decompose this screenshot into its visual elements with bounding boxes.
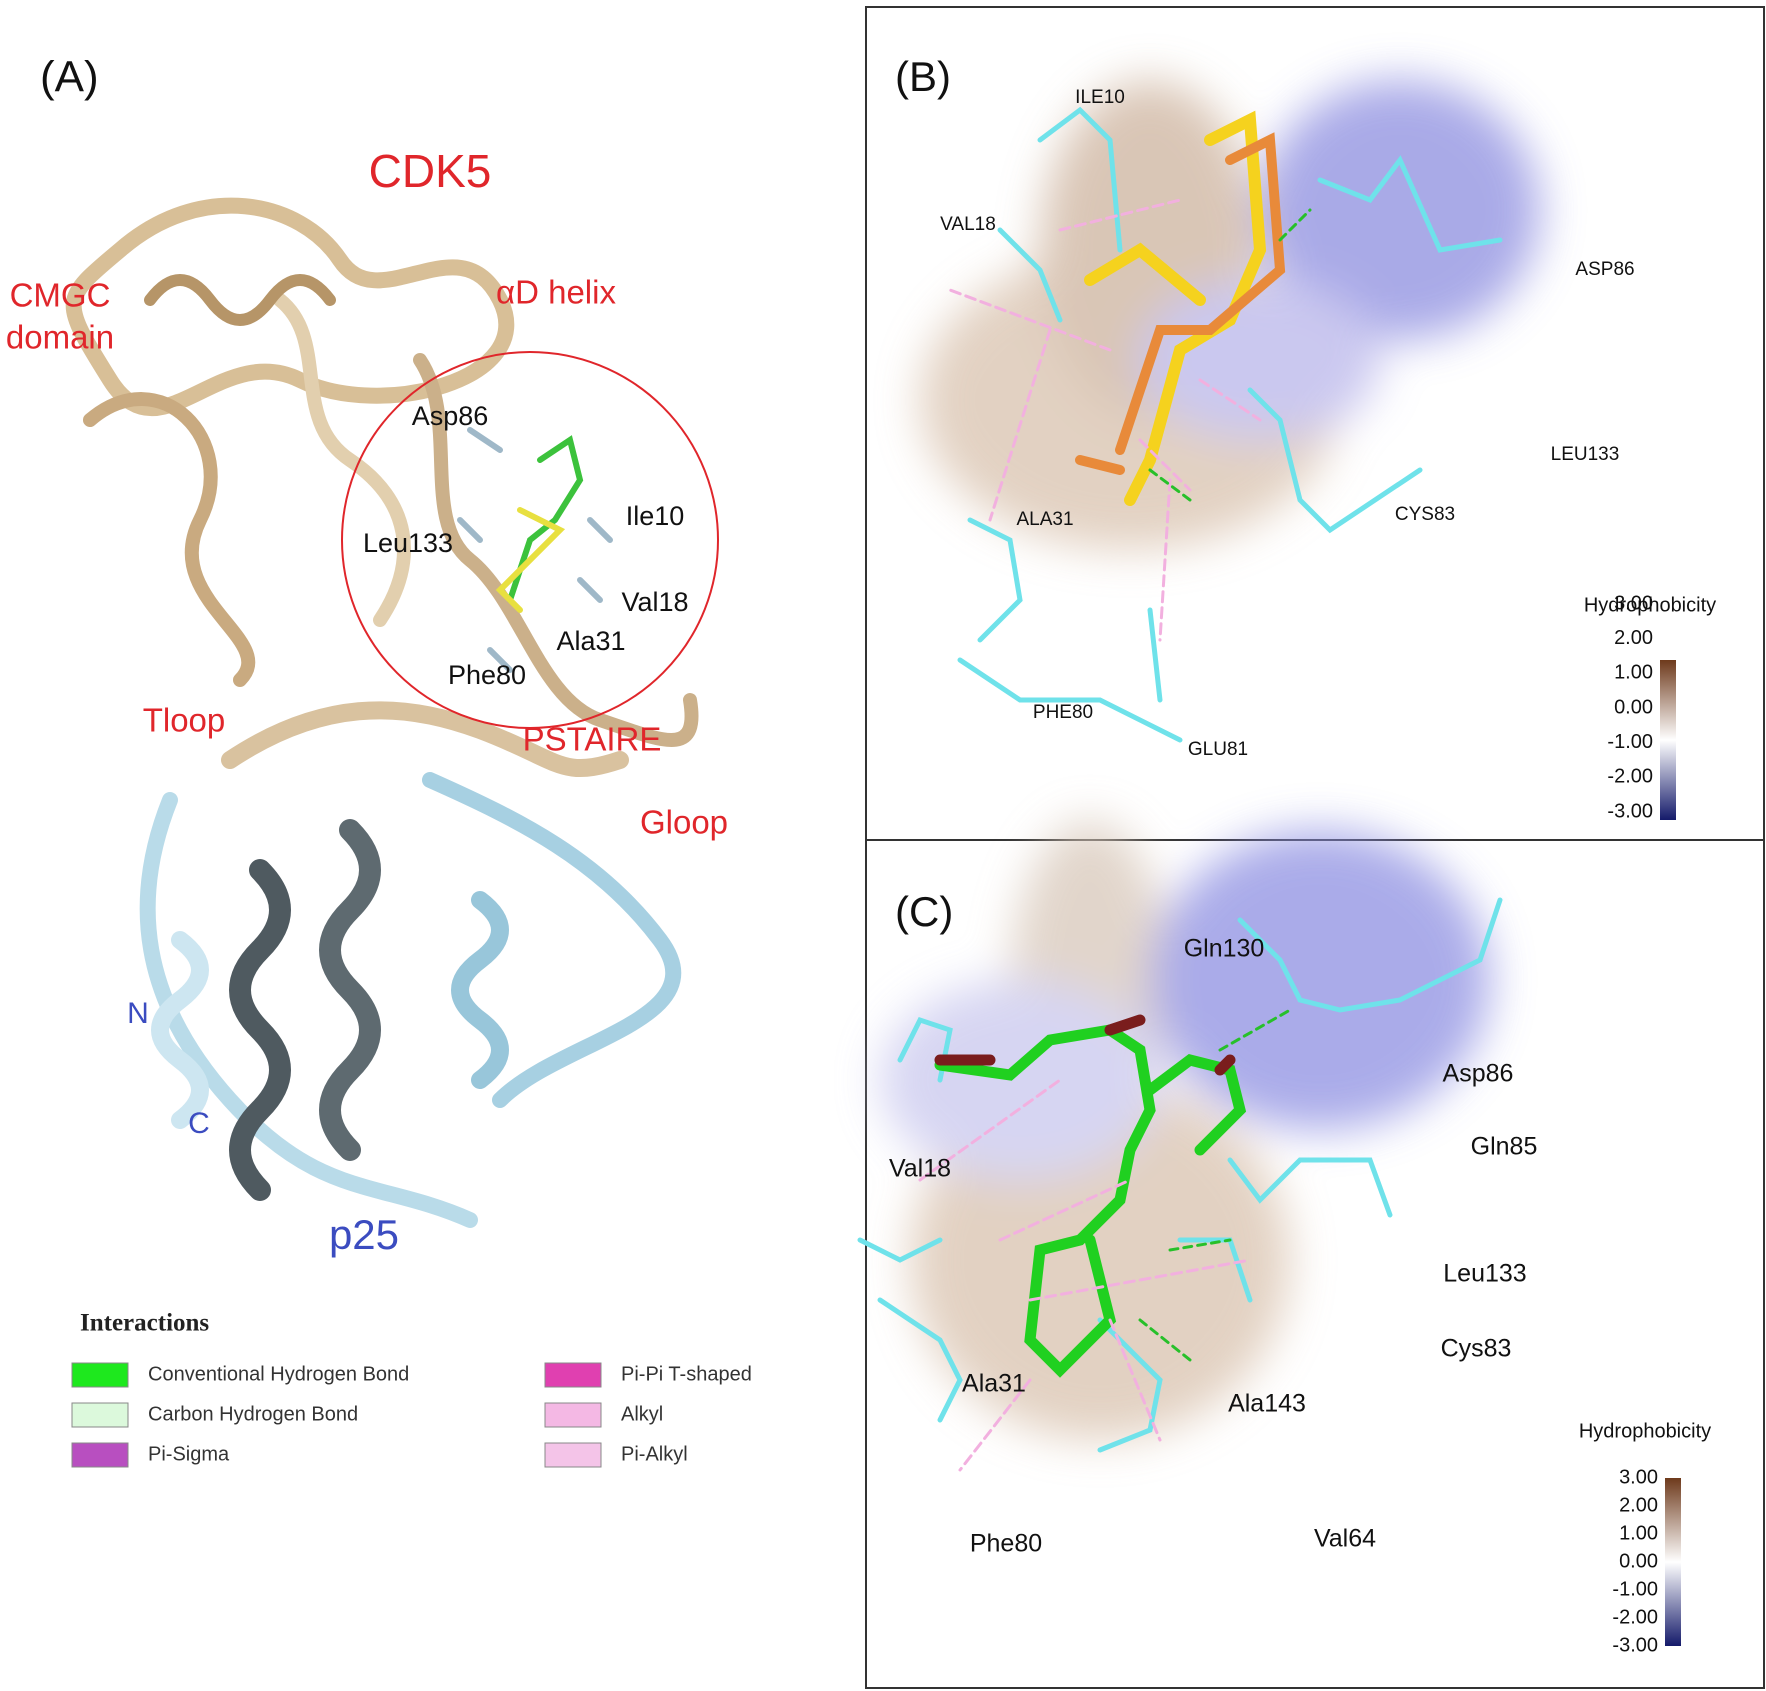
colorbar-tick-label: 0.00 — [1619, 1550, 1658, 1572]
terminus-label: N — [127, 997, 149, 1030]
sticks — [857, 897, 1503, 1472]
colorbar-tick-label: 2.00 — [1614, 627, 1653, 649]
legend-swatch — [544, 1442, 602, 1468]
colorbar-tick-label: -3.00 — [1607, 800, 1653, 822]
legend: Conventional Hydrogen Bond Carbon Hydroge… — [71, 1362, 752, 1468]
binding-site-circle — [341, 351, 719, 729]
residue-label: Val64 — [1314, 1525, 1376, 1553]
panel-label: (A) — [40, 53, 99, 102]
colorbar-tick-label: 3.00 — [1614, 592, 1653, 614]
residue-label: ALA31 — [1016, 509, 1073, 530]
legend-label: Pi-Alkyl — [621, 1443, 688, 1465]
ligand-sticks — [457, 427, 613, 673]
panel-label: (C) — [895, 888, 953, 935]
annotation: Gloop — [640, 804, 728, 841]
colorbar-tick-label: 1.00 — [1619, 1522, 1658, 1544]
annotation: PSTAIRE — [523, 721, 662, 758]
legend-swatch — [71, 1442, 129, 1468]
residue-label: Asp86 — [1443, 1060, 1514, 1088]
residue-label: Ala31 — [962, 1370, 1026, 1398]
residue-label: Val18 — [889, 1155, 951, 1183]
residue-label: VAL18 — [940, 214, 996, 235]
residue-label: Asp86 — [412, 401, 489, 431]
colorbar — [1665, 1478, 1681, 1646]
residue-label: CYS83 — [1395, 504, 1455, 525]
residue-label: Leu133 — [1443, 1260, 1526, 1288]
legend-label: Pi-Sigma — [148, 1443, 230, 1465]
residue-label: ILE10 — [1075, 87, 1125, 108]
legend-label: Conventional Hydrogen Bond — [148, 1363, 409, 1385]
residue-label: Ile10 — [626, 501, 685, 531]
colorbar-tick-label: -2.00 — [1607, 766, 1653, 788]
legend-swatch — [544, 1402, 602, 1428]
colorbar-tick-label: 0.00 — [1614, 696, 1653, 718]
residue-label: Ala31 — [556, 626, 625, 656]
partner-name: p25 — [329, 1211, 399, 1258]
annotation: Tloop — [143, 702, 226, 739]
cdk5-ribbon — [65, 197, 699, 777]
residue-label: Leu133 — [363, 528, 453, 558]
annotation: CMGC — [10, 277, 111, 314]
residue-label: Ala143 — [1228, 1390, 1306, 1418]
legend-label: Carbon Hydrogen Bond — [148, 1403, 358, 1425]
residue-label: Val18 — [621, 587, 688, 617]
colorbar-tick-label: -1.00 — [1607, 731, 1653, 753]
sticks — [948, 106, 1503, 743]
colorbar-tick-label: 3.00 — [1619, 1466, 1658, 1488]
residue-label: LEU133 — [1551, 444, 1620, 465]
residue-label: Gln85 — [1471, 1133, 1538, 1161]
legend-label: Pi-Pi T-shaped — [621, 1363, 752, 1385]
legend-swatch — [544, 1362, 602, 1388]
legend-swatch — [71, 1362, 129, 1388]
residue-label: Phe80 — [448, 660, 526, 690]
colorbar-title: Hydrophobicity — [1584, 594, 1716, 616]
protein-name: CDK5 — [369, 145, 492, 197]
residue-label: GLU81 — [1188, 739, 1248, 760]
colorbar-title: Hydrophobicity — [1579, 1420, 1711, 1442]
colorbar-tick-label: 1.00 — [1614, 662, 1653, 684]
panel-label: (B) — [895, 53, 951, 100]
surface — [920, 80, 1540, 550]
annotation: domain — [6, 319, 114, 356]
residue-label: Phe80 — [970, 1530, 1042, 1558]
residue-label: PHE80 — [1033, 702, 1093, 723]
colorbar — [1660, 660, 1676, 820]
legend-title: Interactions — [80, 1310, 209, 1337]
colorbar-tick-label: -3.00 — [1612, 1634, 1658, 1656]
legend-swatch — [71, 1402, 129, 1428]
residue-label: Cys83 — [1441, 1335, 1512, 1363]
colorbar-tick-label: -1.00 — [1612, 1578, 1658, 1600]
colorbar-ticks: 3.00 2.00 1.00 0.00 -1.00 -2.00 -3.00 3.00 2.00 1… — [1607, 592, 1658, 1656]
annotation: αD helix — [496, 274, 616, 311]
legend-label: Alkyl — [621, 1403, 663, 1425]
terminus-label: C — [188, 1107, 210, 1140]
colorbar-tick-label: 2.00 — [1619, 1494, 1658, 1516]
colorbar-tick-label: -2.00 — [1612, 1606, 1658, 1628]
p25-ribbon — [139, 772, 682, 1228]
residue-label: ASP86 — [1575, 259, 1634, 280]
residue-label: Gln130 — [1184, 935, 1265, 963]
